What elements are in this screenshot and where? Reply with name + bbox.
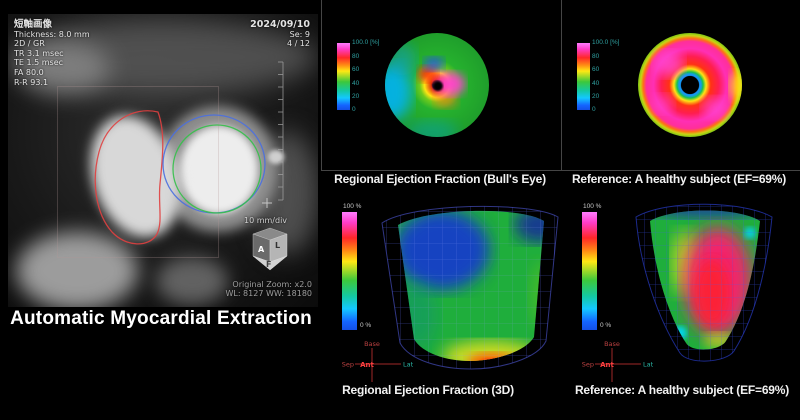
mri-footer-right: Original Zoom: x2.0 WL: 8127 WW: 18180 [225,280,312,299]
series-number: Se: 9 [289,29,310,39]
colorbar-tick: 80 [592,53,600,60]
panel-title-mesh: Regional Ejection Fraction (3D) [342,383,514,397]
colorbar-bullseye-reference [577,43,590,110]
triad-ant-label: Ant [360,361,374,369]
vessel-dot [268,150,284,164]
spine-region [156,257,228,305]
axis-triad-patient: Base Sep Ant Lat [342,340,414,382]
mri-header-left: 短軸画像 Thickness: 8.0 mm 2D / GR TR 3.1 ms… [14,20,90,87]
divider-horizontal [321,170,800,171]
mesh-3d-patient[interactable] [372,195,567,377]
zoom-info: Original Zoom: x2.0 [232,279,312,289]
center-cross-marker [262,198,272,208]
param-sequence: 2D / GR [14,39,45,49]
param-tr: TR 3.1 msec [14,48,64,58]
orientation-cube[interactable]: A L F [252,227,288,271]
triad-sep-label: Sep [342,361,354,369]
mri-viewport[interactable]: A L F 短軸画像 Thickness: 8.0 mm 2D / GR TR … [8,14,318,307]
panel-title-bullseye-reference: Reference: A healthy subject (EF=69%) [571,172,787,186]
triad-ant-label: Ant [600,361,614,369]
colorbar-tick: 20 [592,93,600,100]
triad-lat-label: Lat [403,361,414,369]
tissue-patch [18,42,110,94]
cube-face-a: A [258,245,265,254]
phase-number: 4 / 12 [286,39,310,49]
mri-header-right: 2024/09/10 Se: 9 4 / 12 [250,20,310,49]
divider-vertical-1 [321,0,322,170]
colorbar-tick: 40 [592,80,600,87]
colorbar-max-label: 100.0 [%] [592,39,620,46]
bullseye-plot-patient[interactable] [382,30,492,140]
window-info: WL: 8127 WW: 18180 [225,289,312,299]
colorbar-tick: 0 [592,106,596,113]
colorbar-max-label: 100 % [343,203,362,210]
colorbar-3d-reference [582,212,597,330]
fov-box [57,86,219,258]
param-fa: FA 80.0 [14,67,44,77]
colorbar-max-label: 100.0 [%] [352,39,380,46]
colorbar-tick: 80 [352,53,360,60]
bullseye-plot-reference[interactable] [635,30,745,140]
param-te: TE 1.5 msec [14,58,64,68]
colorbar-tick: 60 [352,66,360,73]
colorbar-bullseye-patient [337,43,350,110]
param-rr: R-R 93.1 [14,77,49,87]
liver-region [16,232,138,307]
study-date: 2024/09/10 [250,19,310,30]
scale-label: 10 mm/div [244,216,288,225]
colorbar-tick: 40 [352,80,360,87]
colorbar-min-label: 0 % [360,322,372,329]
lv-endo-contour [172,124,262,214]
colorbar-tick: 60 [592,66,600,73]
rv-contour [94,110,164,245]
lv-blood-pool [180,126,258,214]
colorbar-max-label: 100 % [583,203,602,210]
colorbar-min-label: 0 % [600,322,612,329]
triad-base-label: Base [364,340,380,348]
colorbar-tick: 20 [352,93,360,100]
mesh-3d-reference[interactable] [622,193,787,378]
panel-title-bullseye: Regional Ejection Fraction (Bull's Eye) [334,172,546,186]
param-thickness: Thickness: 8.0 mm [14,29,90,39]
divider-vertical-2 [561,0,562,170]
cube-face-l: L [275,241,280,250]
mri-caption: Automatic Myocardial Extraction [10,308,312,329]
colorbar-tick: 0 [352,106,356,113]
cube-face-f: F [266,260,271,269]
scale-ruler [278,61,284,201]
view-label: 短軸画像 [14,19,53,30]
contour-overlay: A L F [94,61,288,271]
triad-sep-label: Sep [582,361,594,369]
colorbar-3d-patient [342,212,357,330]
axis-triad-reference: Base Sep Ant Lat [582,340,654,382]
triad-base-label: Base [604,340,620,348]
triad-lat-label: Lat [643,361,654,369]
panel-title-mesh-reference: Reference: A healthy subject (EF=69%) [574,383,790,397]
